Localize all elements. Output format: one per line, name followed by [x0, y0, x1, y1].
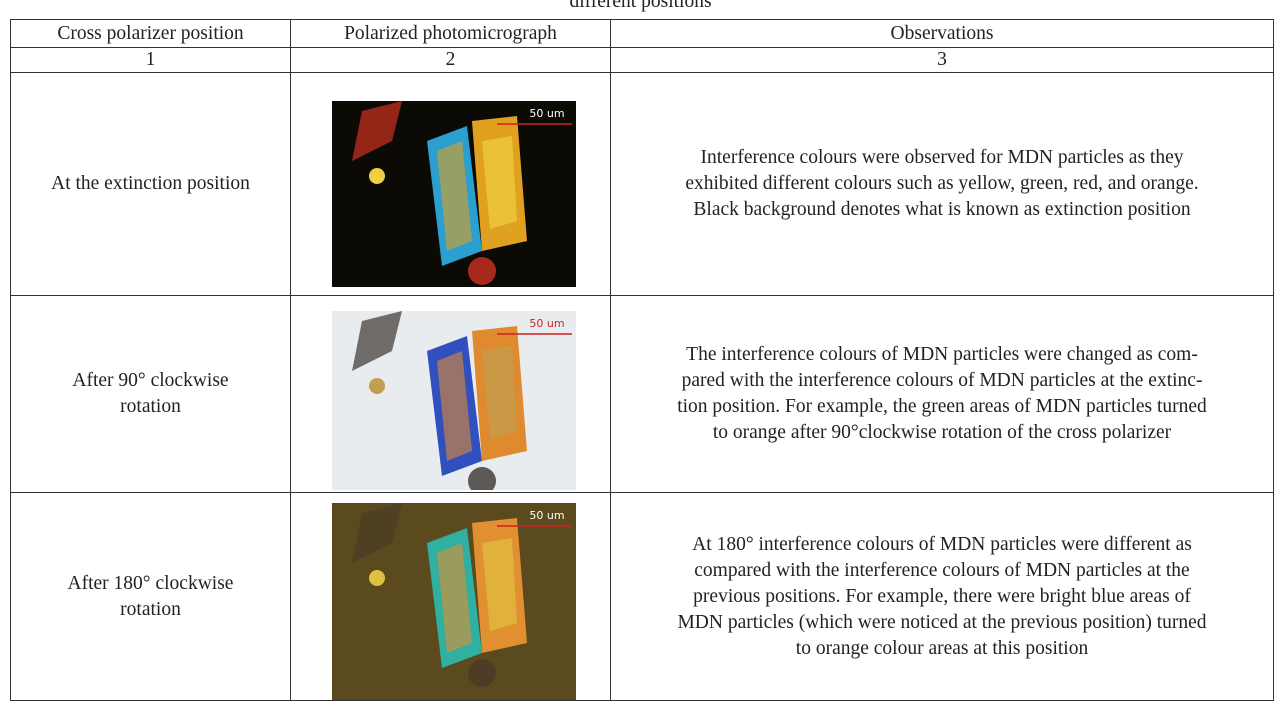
position-cell: At the extinction position [10, 72, 291, 296]
number-text: 3 [937, 49, 947, 70]
observation-text: to orange after 90°clockwise rotation of… [712, 422, 1172, 443]
header-text: Cross polarizer position [57, 22, 244, 44]
caption: different positions [569, 0, 712, 12]
header-cell: Polarized photomicrograph [290, 19, 611, 48]
observation-text: MDN particles (which were noticed at the… [677, 611, 1207, 633]
header-cell: Cross polarizer position [10, 19, 291, 48]
observation-text: compared with the interference colours o… [694, 559, 1190, 581]
position-text: At the extinction position [51, 173, 250, 194]
observation-text: At 180° interference colours of MDN part… [692, 533, 1192, 555]
observation-text: Black background denotes what is known a… [693, 199, 1191, 220]
observation-text: to orange colour areas at this position [795, 637, 1089, 659]
observation-cell: Interference colours were observed for M… [610, 72, 1274, 296]
photomicrograph: 50 um [332, 101, 576, 287]
observation-text: previous positions. For example, there w… [693, 585, 1191, 607]
header-text: Polarized photomicrograph [344, 22, 557, 44]
number-text: 1 [145, 49, 156, 70]
observation-text: The interference colours of MDN particle… [686, 344, 1198, 365]
position-text: After 180° clockwise [67, 572, 234, 594]
scale-label: 50 um [529, 509, 564, 522]
position-text: After 90° clockwise [72, 370, 229, 391]
position-cell: After 90° clockwise rotation [10, 295, 291, 493]
photomicrograph: 50 um [332, 503, 576, 700]
scale-label: 50 um [529, 107, 564, 120]
observation-text: Interference colours were observed for M… [700, 147, 1184, 168]
observation-text: exhibited different colours such as yell… [685, 173, 1199, 194]
header-text: Observations [890, 22, 994, 44]
number-cell: 1 [10, 47, 291, 73]
number-cell: 2 [290, 47, 611, 73]
photomicrograph: 50 um [332, 311, 576, 490]
page: different positions Cross polarizer posi… [10, 0, 1274, 701]
position-text: rotation [120, 396, 181, 417]
position-text: rotation [120, 598, 181, 620]
observation-cell: The interference colours of MDN particle… [610, 295, 1274, 493]
scale-label: 50 um [529, 317, 564, 330]
number-text: 2 [445, 49, 456, 70]
header-cell: Observations [610, 19, 1274, 48]
number-cell: 3 [610, 47, 1274, 73]
position-cell: After 180° clockwise rotation [10, 492, 291, 701]
observation-cell: At 180° interference colours of MDN part… [610, 492, 1274, 701]
observation-text: tion position. For example, the green ar… [677, 396, 1207, 417]
observation-text: pared with the interference colours of M… [681, 370, 1203, 391]
